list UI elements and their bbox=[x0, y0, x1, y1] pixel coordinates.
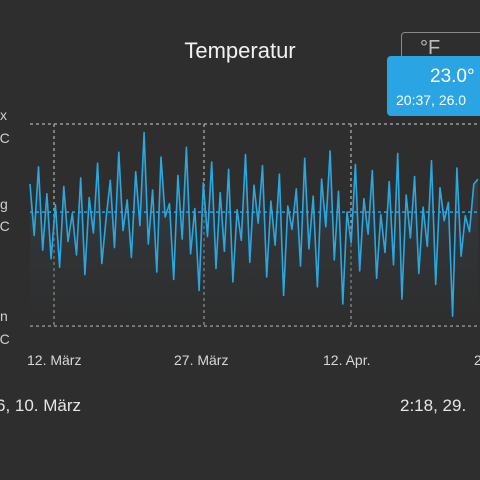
range-start-label: 6, 10. März bbox=[0, 396, 82, 415]
x-tick-label: 12. März bbox=[27, 352, 82, 368]
y-label-min: n bbox=[0, 308, 8, 324]
tooltip-timestamp: 20:37, 26.0 bbox=[396, 92, 467, 108]
chart-title: Temperatur bbox=[184, 38, 296, 63]
unit-toggle-label: °F bbox=[420, 37, 441, 59]
y-label-avg: g bbox=[0, 196, 8, 212]
y-unit-min: °C bbox=[0, 331, 10, 347]
tooltip-value: 23.0° bbox=[430, 66, 475, 87]
range-end-label: 2:18, 29. bbox=[400, 396, 467, 415]
x-tick-label: 27. März bbox=[174, 352, 229, 368]
selected-point-tooltip: 23.0° 20:37, 26.0 bbox=[387, 56, 480, 116]
y-unit-avg: °C bbox=[0, 218, 10, 234]
x-tick-label: 12. Apr. bbox=[323, 352, 371, 368]
temperature-series-line bbox=[29, 131, 479, 318]
x-tick-label: 2 bbox=[474, 352, 480, 368]
y-unit-max: °C bbox=[0, 130, 10, 146]
y-label-max: x bbox=[0, 107, 7, 123]
